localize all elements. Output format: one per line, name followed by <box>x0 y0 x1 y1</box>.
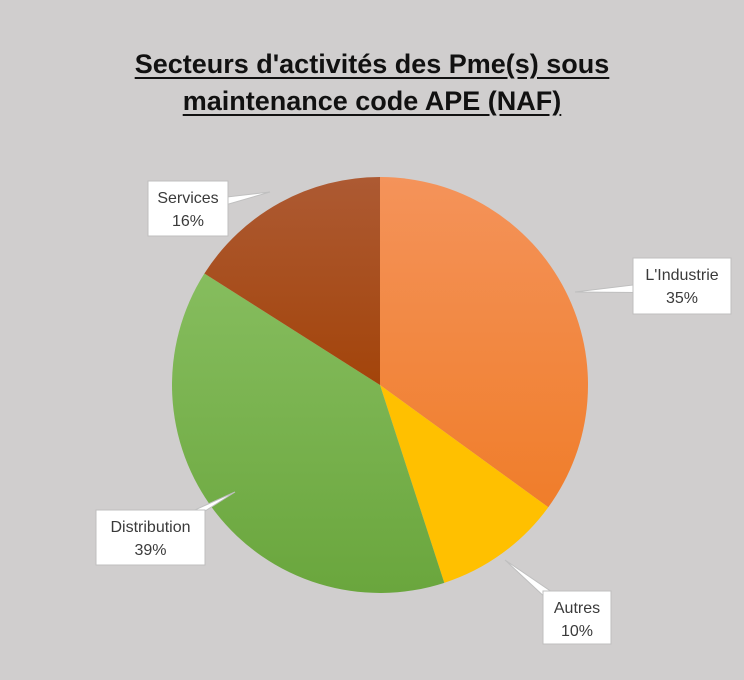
callout-box <box>542 590 612 645</box>
chart-title-line-1: Secteurs d'activités des Pme(s) sous <box>134 49 610 79</box>
chart-title: Secteurs d'activités des Pme(s) sous mai… <box>0 46 744 120</box>
chart-title-line-2: maintenance code APE (NAF) <box>182 86 562 116</box>
data-label-category: Services <box>157 190 218 207</box>
data-label-percent: 10% <box>561 623 593 640</box>
data-label-callouts: L'Industrie 35% Autres 10% Distribution 39% Se… <box>95 180 732 645</box>
pie-slice-services <box>204 177 380 385</box>
callout-services: Services 16% <box>147 180 271 237</box>
callout-box <box>95 509 206 566</box>
pie-slice-l-industrie <box>380 177 589 508</box>
data-label-category: Autres <box>554 600 600 617</box>
pie-slice-distribution <box>172 273 445 594</box>
data-label-percent: 16% <box>172 213 204 230</box>
callout-l-industrie: L'Industrie 35% <box>574 257 732 315</box>
data-label-category: Distribution <box>110 519 190 536</box>
callout-autres: Autres 10% <box>504 559 612 645</box>
data-label-category: L'Industrie <box>645 267 718 284</box>
callout-box <box>632 257 732 315</box>
callout-distribution: Distribution 39% <box>95 491 236 566</box>
data-label-percent: 39% <box>134 542 166 559</box>
pie-slices <box>172 177 589 594</box>
callout-box <box>147 180 229 237</box>
data-label-percent: 35% <box>666 290 698 307</box>
pie-slice-autres <box>380 385 549 583</box>
